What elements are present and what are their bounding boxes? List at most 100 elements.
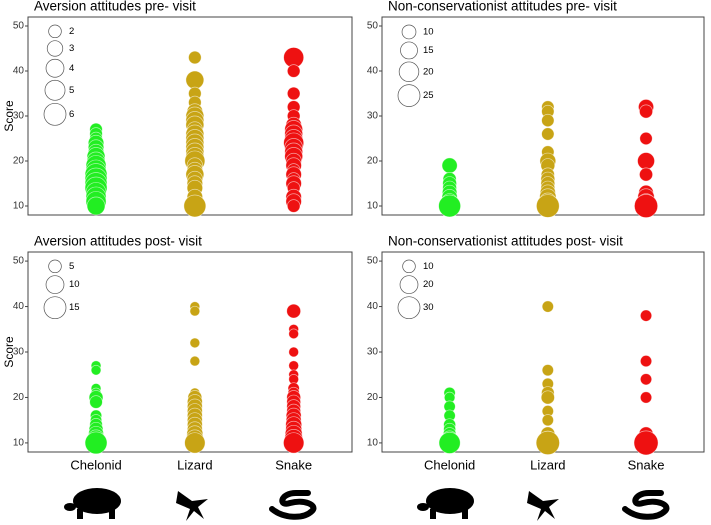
bubble [183,194,207,218]
bubble [640,309,653,322]
bubble [541,127,555,141]
y-axis-label: Score [2,100,16,132]
snake-icon [622,490,670,520]
bubble [441,157,458,174]
legend-bubble [400,41,418,60]
y-tick-label: 20 [13,392,25,403]
bubble [184,432,206,454]
x-tick-label: Chelonid [70,457,121,472]
legend-label: 4 [69,63,74,74]
legend-label: 15 [69,302,80,313]
legend-label: 20 [423,66,434,77]
x-tick-label: Lizard [530,457,565,472]
y-tick-label: 40 [367,66,379,77]
bubble [185,70,205,90]
legend-label: 2 [69,26,74,37]
y-tick-label: 20 [367,156,379,167]
legend-bubble [44,79,66,101]
y-tick-label: 10 [13,201,25,212]
bubble [86,196,106,216]
lizard-icon [176,491,208,521]
y-tick-label: 10 [13,438,25,449]
bubble [286,64,301,78]
bubble [188,50,202,65]
snake-icon [269,490,317,520]
chart-title: Non-conservationist attitudes pre- visit [388,0,617,14]
y-tick-label: 30 [367,347,379,358]
bubble [84,431,108,455]
bubble [640,391,653,404]
legend-bubble [43,296,67,320]
y-tick-label: 30 [13,111,25,122]
bubble [640,373,653,386]
bubble [541,414,554,427]
y-tick-label: 30 [367,111,379,122]
bubble [639,167,653,182]
bubble [535,430,560,455]
x-tick-label: Snake [275,457,312,472]
legend-bubble [398,61,420,82]
chart-title: Aversion attitudes post- visit [34,234,202,249]
legend-bubble [46,40,64,57]
bubble [90,364,102,376]
legend-label: 10 [423,261,434,272]
y-axis-label: Score [2,336,16,368]
bubble [286,86,301,101]
legend-bubble [401,24,417,40]
y-tick-label: 20 [13,156,25,167]
legend-bubble [45,58,65,78]
bubble [541,364,554,377]
x-tick-label: Snake [628,457,665,472]
bubble [639,104,653,119]
bubble [288,328,299,340]
bubble [283,432,305,454]
x-tick-label: Lizard [177,457,212,472]
legend-label: 5 [69,261,74,272]
legend-bubble [48,259,62,274]
bubble [540,390,555,405]
y-tick-label: 50 [13,256,25,267]
chart-title: Aversion attitudes pre- visit [34,0,196,14]
bubble [541,113,555,128]
bubble [541,300,554,313]
legend-label: 20 [423,279,434,290]
chart-title: Non-conservationist attitudes post- visi… [388,234,623,249]
bubble [89,395,103,409]
bubble [640,355,653,368]
y-tick-label: 40 [367,301,379,312]
bubble [288,360,299,371]
bubble [438,431,461,454]
y-tick-label: 50 [367,21,379,32]
legend-label: 10 [69,279,80,290]
y-tick-label: 40 [13,66,25,77]
bubble [286,303,301,319]
animal-icons [64,488,670,521]
bubble [633,430,659,456]
y-tick-label: 10 [367,438,379,449]
y-tick-label: 50 [13,21,25,32]
bubble [288,346,299,358]
turtle-icon [417,488,474,519]
x-tick-label: Chelonid [424,457,475,472]
legend-bubble [48,24,62,39]
y-tick-label: 40 [13,301,25,312]
legend-label: 25 [423,90,434,101]
y-tick-label: 30 [13,347,25,358]
y-tick-label: 50 [367,256,379,267]
legend-bubble [397,296,421,320]
legend-bubble [45,275,65,295]
turtle-icon [64,488,121,519]
bubble [637,152,655,170]
bubble [536,194,560,218]
bubble [189,337,201,349]
legend-bubble [402,259,416,274]
legend-bubble [399,275,419,295]
legend-label: 3 [69,43,74,54]
bubble [438,194,461,218]
bubble [639,131,653,146]
legend-label: 30 [423,302,434,313]
y-tick-label: 10 [367,201,379,212]
lizard-icon [527,491,559,521]
bubble [189,305,201,317]
